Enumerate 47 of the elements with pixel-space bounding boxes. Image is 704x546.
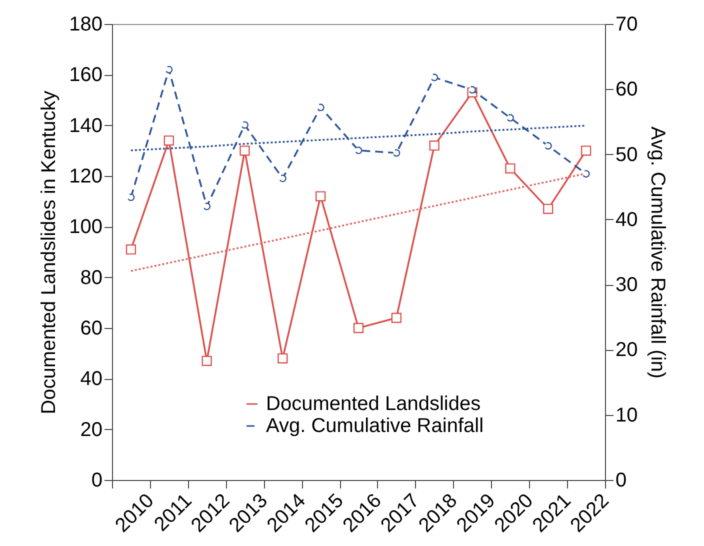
point bbox=[126, 244, 136, 255]
y-tick-label: 160 bbox=[69, 64, 102, 86]
point bbox=[316, 104, 324, 112]
point bbox=[392, 149, 400, 157]
point bbox=[354, 146, 362, 154]
point bbox=[505, 163, 516, 174]
point bbox=[391, 312, 402, 323]
point bbox=[203, 202, 211, 210]
point bbox=[430, 74, 438, 82]
y-tick-label: 140 bbox=[69, 114, 102, 137]
point bbox=[240, 121, 248, 129]
point bbox=[429, 140, 440, 151]
point bbox=[316, 191, 326, 202]
y2-tick-label: 30 bbox=[616, 274, 638, 296]
y2-tick-label: 0 bbox=[616, 470, 627, 492]
point bbox=[165, 66, 173, 74]
y2-tick-label: 20 bbox=[616, 339, 638, 362]
point bbox=[127, 194, 135, 202]
point bbox=[278, 353, 288, 364]
y2-tick-label: 60 bbox=[616, 78, 638, 101]
point bbox=[353, 322, 364, 334]
point bbox=[582, 170, 590, 178]
point bbox=[543, 204, 554, 214]
y-tick-label: 180 bbox=[69, 14, 102, 36]
point bbox=[580, 146, 592, 156]
point bbox=[164, 135, 174, 146]
point bbox=[202, 356, 212, 366]
point bbox=[240, 146, 250, 156]
y-tick-label: 80 bbox=[80, 266, 102, 289]
y2-tick-label: 40 bbox=[616, 208, 638, 231]
y-tick-label: 60 bbox=[80, 318, 102, 340]
y2-axis-title: Avg. Cumulative Rainfall (in) bbox=[646, 126, 669, 378]
y-axis-title: Documented Landslides in Kentucky bbox=[38, 90, 60, 414]
point bbox=[468, 86, 476, 94]
point bbox=[506, 114, 514, 122]
y-tick-label: 0 bbox=[91, 470, 102, 492]
legend-label: Avg. Cumulative Rainfall bbox=[266, 415, 484, 437]
y-tick-label: 40 bbox=[80, 368, 102, 390]
legend-label: Documented Landslides bbox=[266, 393, 481, 415]
y2-tick-label: 70 bbox=[616, 14, 638, 36]
y2-tick-label: 50 bbox=[616, 144, 638, 166]
y-tick-label: 20 bbox=[80, 418, 102, 441]
y-tick-label: 120 bbox=[69, 166, 102, 188]
y2-tick-label: 10 bbox=[616, 404, 638, 426]
y-tick-label: 100 bbox=[69, 216, 102, 238]
point bbox=[278, 174, 286, 182]
point bbox=[544, 142, 552, 150]
